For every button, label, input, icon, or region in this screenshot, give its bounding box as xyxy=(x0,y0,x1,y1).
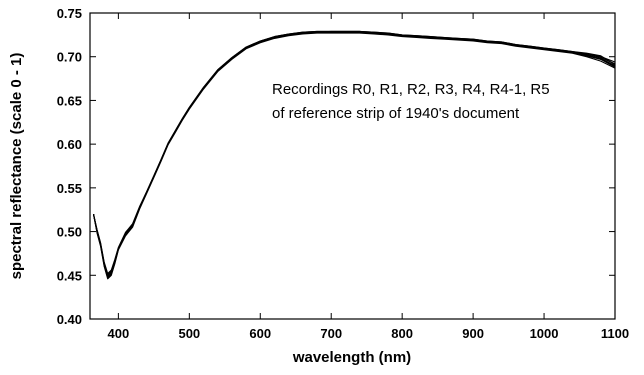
x-tick-label-700: 700 xyxy=(320,326,342,341)
series-layer xyxy=(92,30,616,280)
ticks-layer xyxy=(90,12,616,320)
y-tick-label-0.65: 0.65 xyxy=(57,93,82,108)
series-line-5 xyxy=(92,30,616,275)
y-tick-label-0.50: 0.50 xyxy=(57,225,82,240)
series-line-4 xyxy=(92,31,616,279)
plot-frame xyxy=(89,12,616,320)
x-tick-label-1000: 1000 xyxy=(530,326,559,341)
y-axis-title: spectral reflectance (scale 0 - 1) xyxy=(8,53,25,280)
y-tick-label-0.60: 0.60 xyxy=(57,137,82,152)
x-axis-title: wavelength (nm) xyxy=(292,349,411,366)
y-tick-label-0.45: 0.45 xyxy=(57,268,82,283)
x-tick-label-1100: 1100 xyxy=(601,326,629,341)
series-line-1 xyxy=(92,30,616,275)
annotation-line-1: Recordings R0, R1, R2, R3, R4, R4-1, R5 xyxy=(272,81,550,98)
tick-labels-layer: 400 500 600 700 800 900 1000 1100 0.40 0.45 0.50 0.… xyxy=(57,6,629,341)
series-line-3 xyxy=(92,30,616,276)
y-tick-label-0.40: 0.40 xyxy=(57,312,82,327)
x-tick-label-500: 500 xyxy=(178,326,200,341)
x-tick-label-600: 600 xyxy=(249,326,271,341)
series-line-6 xyxy=(92,31,616,277)
y-tick-label-0.70: 0.70 xyxy=(57,50,82,65)
y-tick-label-0.75: 0.75 xyxy=(57,6,82,21)
series-line-2 xyxy=(92,32,616,280)
x-tick-label-800: 800 xyxy=(391,326,413,341)
x-tick-label-400: 400 xyxy=(108,326,130,341)
x-tick-label-900: 900 xyxy=(462,326,484,341)
y-tick-label-0.55: 0.55 xyxy=(57,181,82,196)
series-line-0 xyxy=(92,31,616,278)
annotation-line-2: of reference strip of 1940's document xyxy=(272,105,520,122)
